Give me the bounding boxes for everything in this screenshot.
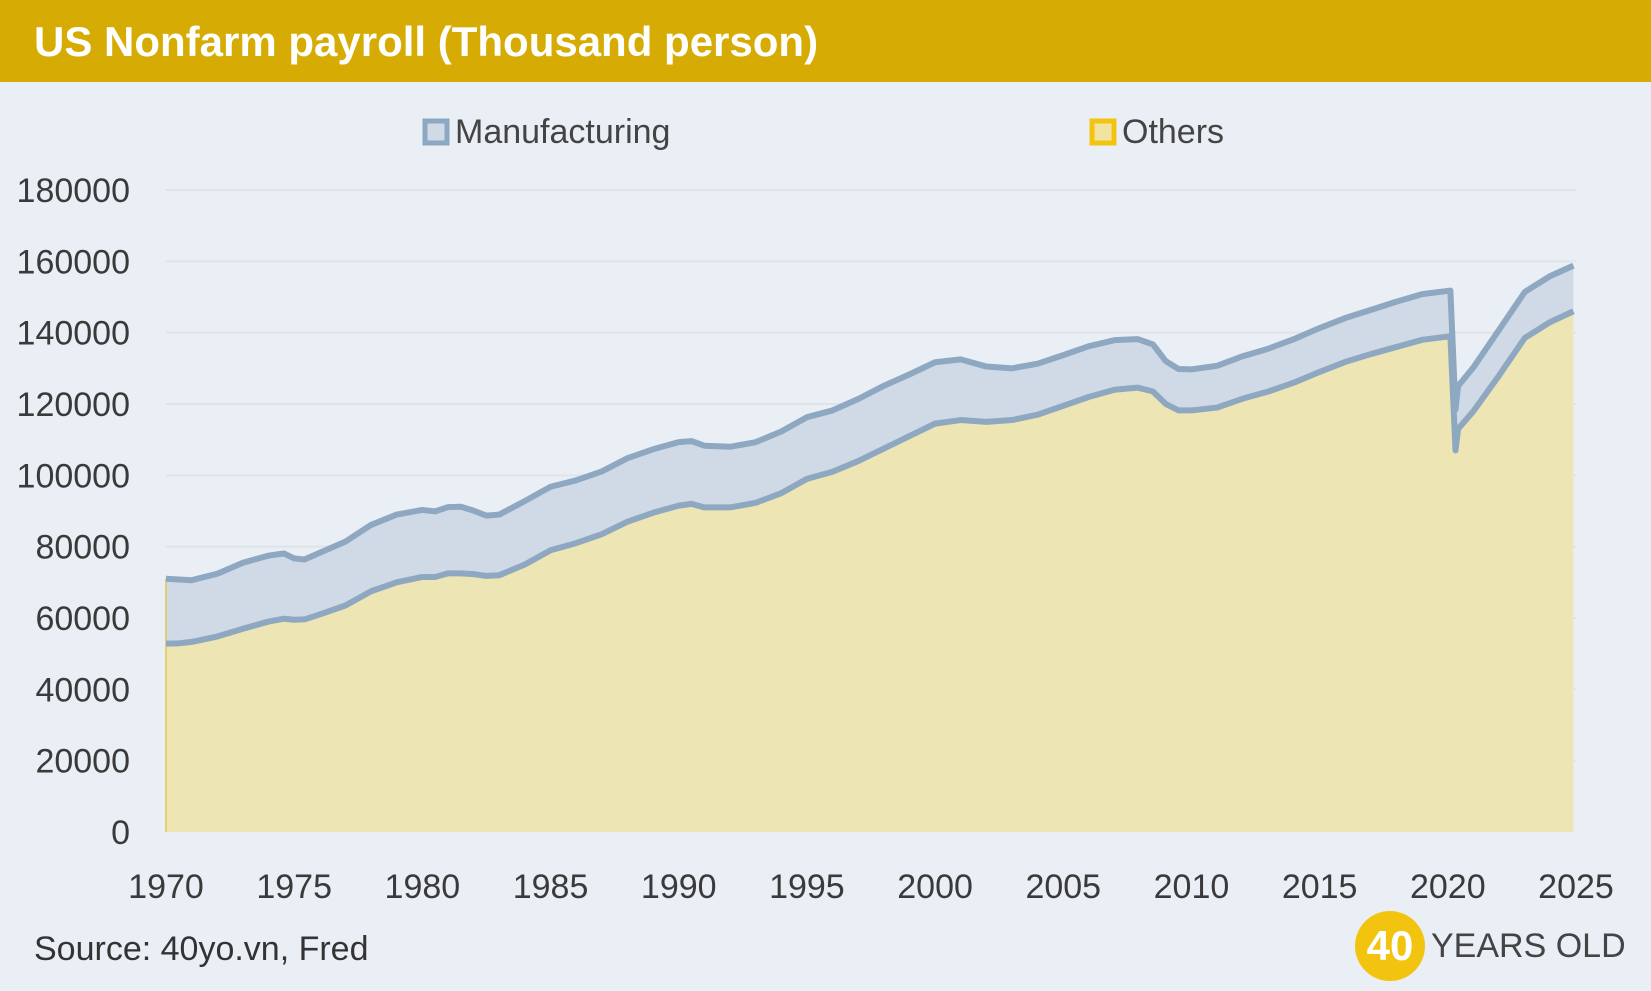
x-tick-label: 2025 xyxy=(1538,868,1614,906)
x-tick-label: 1975 xyxy=(256,868,332,906)
y-tick-label: 60000 xyxy=(35,600,130,638)
y-tick-label: 100000 xyxy=(17,457,130,495)
legend-label-manufacturing: Manufacturing xyxy=(455,113,670,151)
source-note: Source: 40yo.vn, Fred xyxy=(34,930,369,968)
x-tick-label: 2010 xyxy=(1154,868,1230,906)
others-line xyxy=(165,308,1575,647)
y-tick-label: 140000 xyxy=(17,315,130,353)
x-tick-label: 2015 xyxy=(1282,868,1358,906)
y-tick-label: 160000 xyxy=(17,243,130,281)
x-tick-label: 1970 xyxy=(128,868,204,906)
header-bar: US Nonfarm payroll (Thousand person) xyxy=(0,0,1651,82)
x-tick-label: 1995 xyxy=(769,868,845,906)
x-tick-label: 1985 xyxy=(513,868,589,906)
y-tick-label: 20000 xyxy=(35,743,130,781)
y-tick-label: 120000 xyxy=(17,386,130,424)
y-tick-label: 40000 xyxy=(35,671,130,709)
y-tick-label: 0 xyxy=(111,814,130,852)
brand-logo: 40 YEARS OLD xyxy=(1355,910,1626,982)
logo-badge: 40 xyxy=(1355,911,1425,981)
legend-swatch-manufacturing xyxy=(422,118,450,146)
others-area xyxy=(166,311,1574,832)
legend-swatch-others xyxy=(1089,118,1117,146)
x-tick-label: 1980 xyxy=(385,868,461,906)
manufacturing-line xyxy=(165,262,1575,584)
page-title: US Nonfarm payroll (Thousand person) xyxy=(34,18,819,65)
x-tick-label: 2000 xyxy=(897,868,973,906)
y-tick-label: 180000 xyxy=(17,172,130,210)
logo-text: YEARS OLD xyxy=(1431,926,1626,965)
x-tick-label: 1990 xyxy=(641,868,717,906)
x-tick-label: 2020 xyxy=(1410,868,1486,906)
x-tick-label: 2005 xyxy=(1025,868,1101,906)
y-tick-label: 80000 xyxy=(35,529,130,567)
legend-label-others: Others xyxy=(1122,113,1224,151)
